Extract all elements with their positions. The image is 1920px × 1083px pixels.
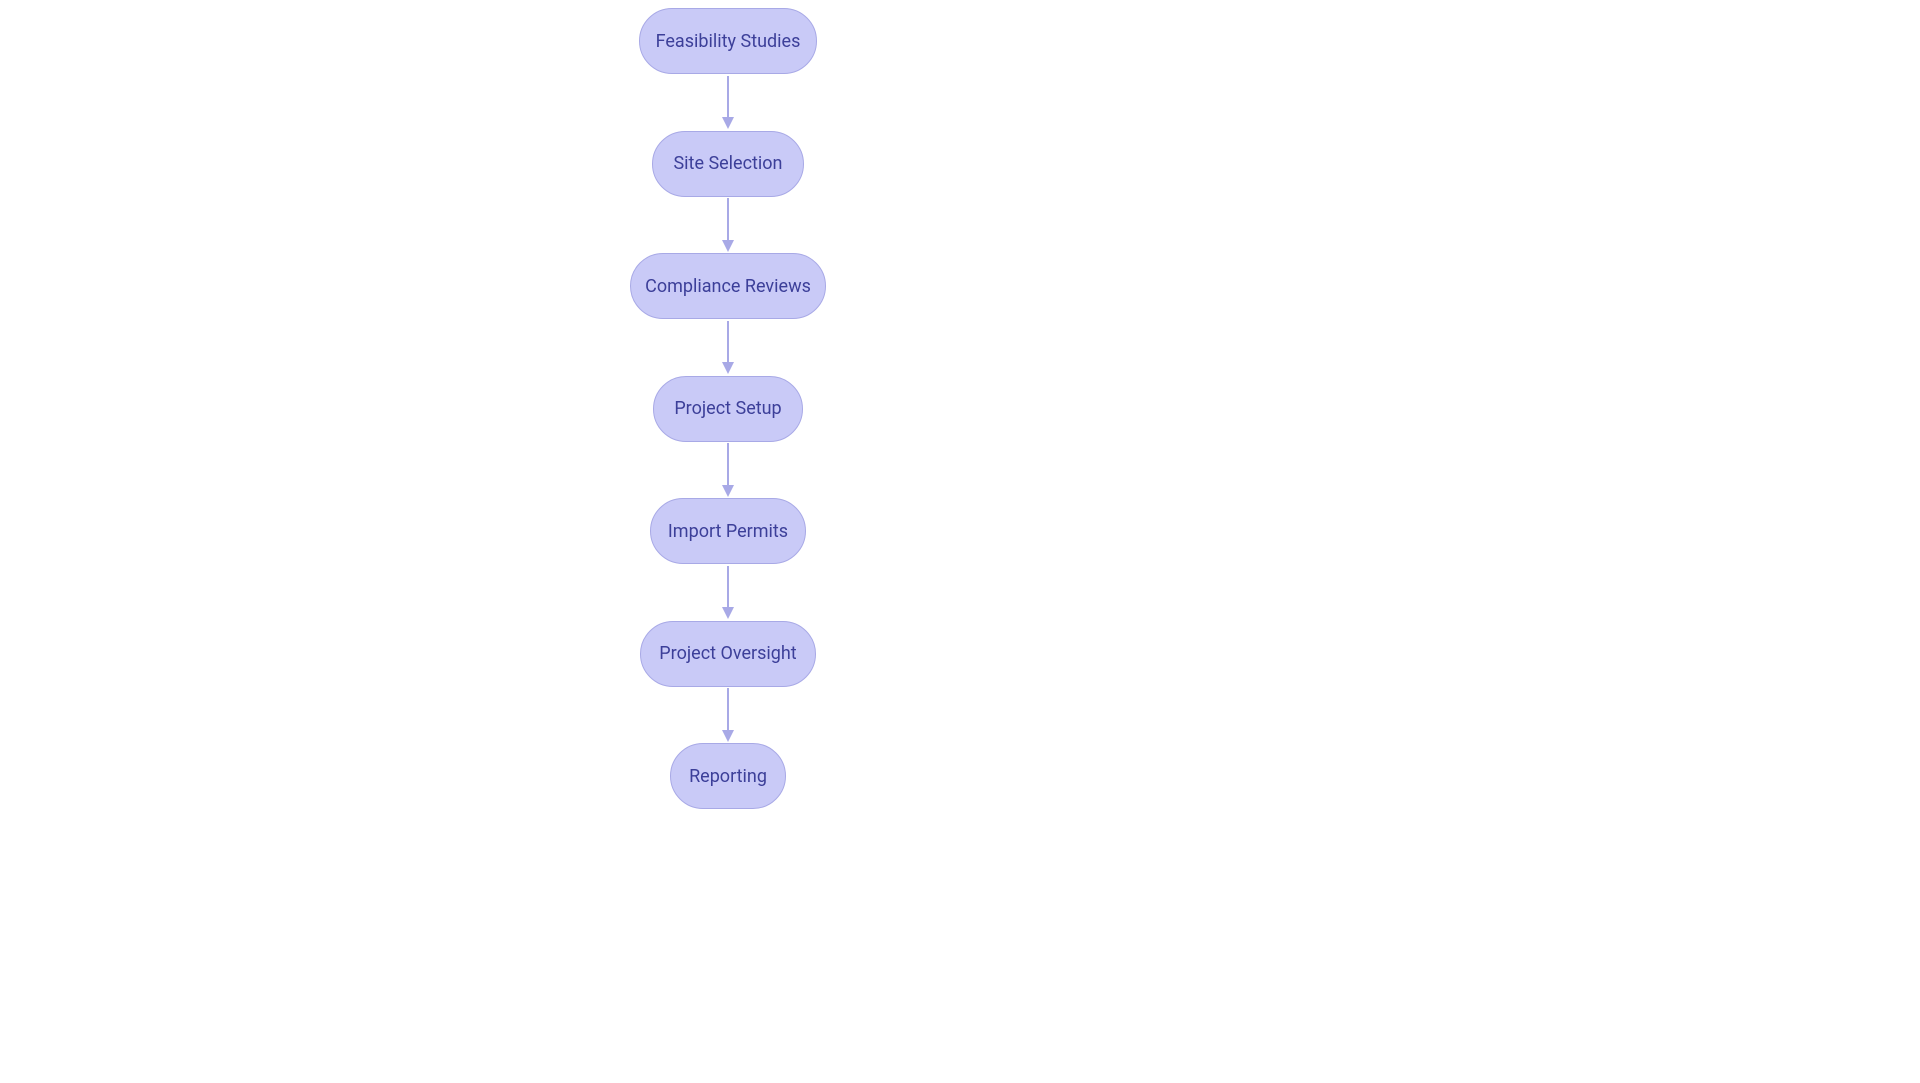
flowchart-node-n2: Compliance Reviews (630, 253, 826, 319)
flowchart-node-label: Project Oversight (659, 643, 796, 664)
flowchart-node-label: Import Permits (668, 521, 788, 542)
flowchart-container: Feasibility Studies Site Selection Complia… (0, 0, 1920, 1083)
flowchart-arrowhead-1 (722, 240, 734, 252)
flowchart-arrowhead-4 (722, 607, 734, 619)
flowchart-edge-1 (727, 198, 729, 243)
flowchart-arrowhead-5 (722, 730, 734, 742)
flowchart-node-label: Project Setup (674, 398, 781, 419)
flowchart-edge-0 (727, 76, 729, 121)
flowchart-edge-5 (727, 688, 729, 733)
flowchart-edge-4 (727, 566, 729, 611)
flowchart-node-n6: Reporting (670, 743, 786, 809)
flowchart-node-label: Reporting (689, 766, 767, 787)
flowchart-node-label: Feasibility Studies (656, 31, 801, 52)
flowchart-arrowhead-3 (722, 485, 734, 497)
flowchart-node-n3: Project Setup (653, 376, 803, 442)
flowchart-node-n4: Import Permits (650, 498, 806, 564)
flowchart-arrowhead-0 (722, 117, 734, 129)
flowchart-edge-3 (727, 443, 729, 488)
flowchart-node-label: Site Selection (673, 153, 782, 174)
flowchart-edge-2 (727, 321, 729, 366)
flowchart-node-n5: Project Oversight (640, 621, 816, 687)
flowchart-arrowhead-2 (722, 362, 734, 374)
flowchart-node-label: Compliance Reviews (645, 276, 811, 297)
flowchart-node-n0: Feasibility Studies (639, 8, 817, 74)
flowchart-node-n1: Site Selection (652, 131, 804, 197)
